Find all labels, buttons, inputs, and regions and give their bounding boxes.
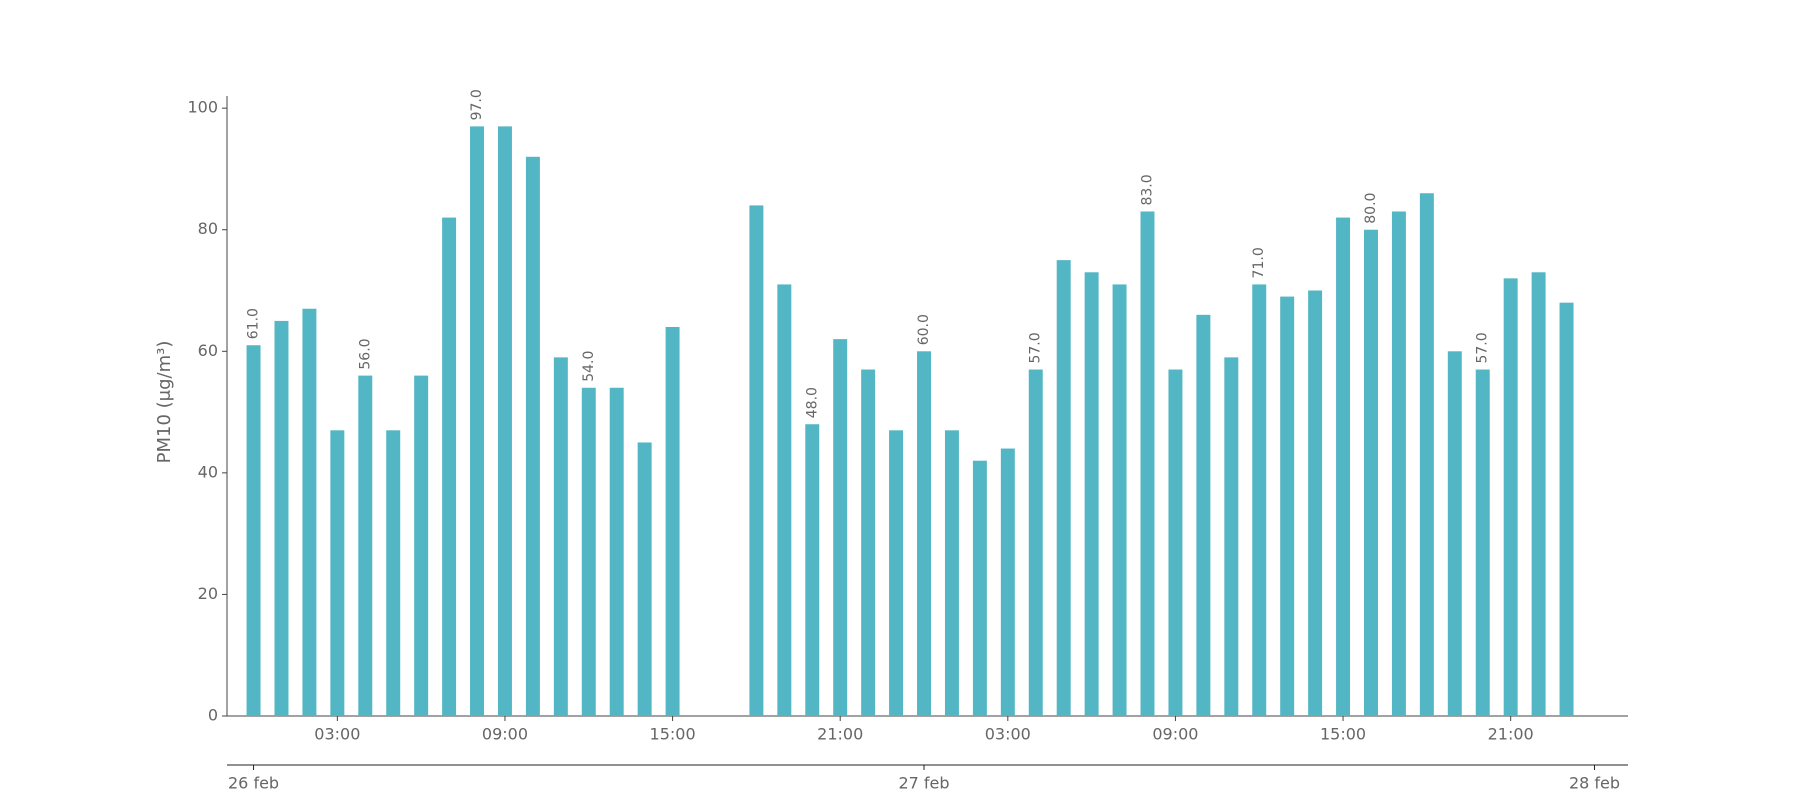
bar	[470, 126, 485, 717]
bar	[972, 460, 987, 716]
bar	[581, 387, 596, 716]
bar	[1000, 448, 1015, 716]
bar	[553, 357, 568, 716]
bar	[1168, 369, 1183, 716]
bar	[414, 375, 429, 716]
bar	[777, 284, 792, 716]
bar	[1503, 278, 1518, 716]
x-tick-label: 09:00	[1152, 725, 1198, 744]
bar	[1112, 284, 1127, 716]
y-tick-label: 0	[208, 706, 218, 725]
bar	[1447, 351, 1462, 716]
bar	[749, 205, 764, 717]
bar	[497, 126, 512, 717]
bar	[1056, 260, 1071, 716]
y-tick-label: 20	[198, 584, 218, 603]
bar	[1084, 272, 1099, 716]
bar	[330, 430, 345, 716]
bar	[805, 424, 820, 716]
value-label: 57.0	[1475, 332, 1491, 363]
bar	[609, 387, 624, 716]
bar	[889, 430, 904, 716]
bar	[274, 320, 289, 716]
bar	[917, 351, 931, 716]
bar	[861, 369, 876, 716]
value-label: 60.0	[916, 314, 932, 345]
bar	[1475, 369, 1490, 716]
bar	[1308, 290, 1323, 716]
bar	[1531, 272, 1546, 716]
bar	[1364, 229, 1378, 716]
bar	[833, 339, 848, 716]
y-axis-label: PM10 (μg/m³)	[154, 341, 175, 464]
bar	[1419, 193, 1434, 717]
x-tick-label: 21:00	[817, 725, 863, 744]
date-tick-label: 27 feb	[898, 774, 949, 793]
y-tick-label: 100	[187, 98, 218, 117]
value-label: 54.0	[581, 351, 597, 382]
x-tick-label: 03:00	[314, 725, 360, 744]
bar	[1224, 357, 1239, 716]
bar	[944, 430, 959, 716]
value-label: 56.0	[357, 338, 373, 369]
bar	[386, 430, 401, 716]
value-label: 48.0	[804, 387, 820, 418]
value-label: 83.0	[1139, 174, 1155, 205]
value-label: 61.0	[246, 308, 262, 339]
bar	[246, 345, 261, 716]
y-tick-label: 80	[198, 219, 218, 238]
bar	[525, 156, 540, 717]
x-tick-label: 21:00	[1488, 725, 1534, 744]
date-tick-label: 28 feb	[1569, 774, 1620, 793]
bar	[1391, 211, 1406, 717]
bar	[1559, 302, 1574, 716]
x-tick-label: 03:00	[985, 725, 1031, 744]
bar	[1196, 314, 1211, 716]
bar	[302, 308, 317, 716]
bar	[665, 326, 680, 716]
bar	[1336, 217, 1351, 716]
value-label: 57.0	[1028, 332, 1044, 363]
x-tick-label: 15:00	[650, 725, 696, 744]
date-tick-label: 26 feb	[228, 774, 279, 793]
value-label: 71.0	[1251, 247, 1267, 278]
y-tick-label: 40	[198, 462, 218, 481]
bar	[1140, 211, 1155, 717]
x-tick-label: 15:00	[1320, 725, 1366, 744]
bar	[1028, 369, 1043, 716]
x-tick-label: 09:00	[482, 725, 528, 744]
value-label: 80.0	[1363, 193, 1379, 224]
bar	[442, 217, 457, 716]
value-label: 97.0	[469, 89, 485, 120]
bar	[637, 442, 652, 716]
bar	[358, 375, 373, 716]
y-tick-label: 60	[198, 341, 218, 360]
bar	[1252, 284, 1267, 716]
bar	[1280, 296, 1295, 716]
